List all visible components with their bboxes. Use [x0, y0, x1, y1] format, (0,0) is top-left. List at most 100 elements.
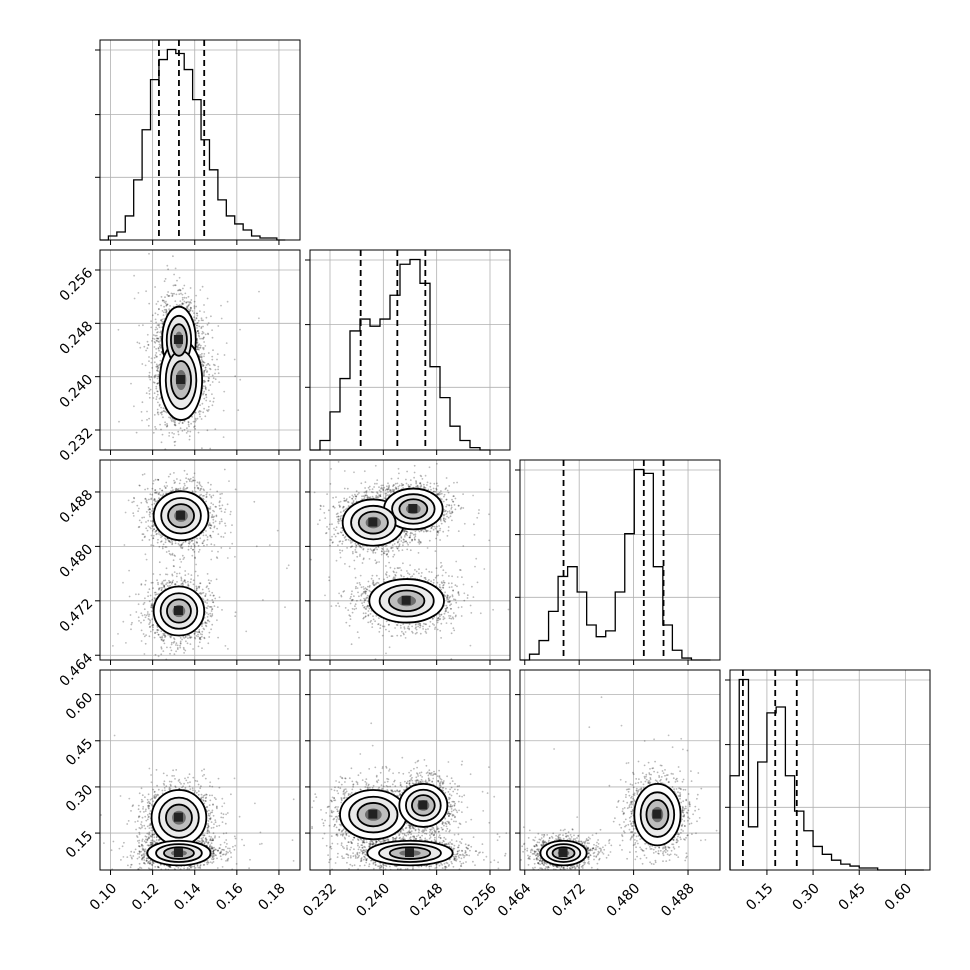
scatter-point: [208, 507, 211, 510]
scatter-point: [205, 493, 208, 496]
scatter-point: [159, 359, 162, 362]
scatter-point: [172, 641, 175, 644]
scatter-point: [216, 527, 219, 530]
scatter-point: [186, 642, 189, 645]
scatter-point: [153, 338, 156, 340]
scatter-point: [220, 535, 223, 538]
scatter-point: [152, 537, 155, 540]
scatter-point: [195, 585, 198, 588]
scatter-point: [155, 374, 157, 376]
scatter-point: [152, 573, 155, 575]
scatter-point: [165, 311, 167, 314]
scatter-point: [186, 486, 189, 489]
scatter-point: [164, 634, 166, 637]
scatter-point: [157, 347, 160, 350]
scatter-point: [151, 520, 154, 523]
scatter-point: [156, 529, 158, 532]
scatter-point: [209, 447, 212, 450]
scatter-point: [209, 400, 212, 402]
scatter-point: [161, 638, 163, 641]
scatter-point: [169, 490, 172, 492]
scatter-point: [224, 508, 227, 511]
scatter-point: [150, 604, 153, 607]
scatter-point: [176, 644, 179, 647]
scatter-point: [208, 367, 211, 370]
scatter-point: [206, 538, 209, 541]
scatter-point: [186, 473, 189, 476]
scatter-point: [179, 644, 181, 647]
scatter-point: [143, 619, 145, 622]
scatter-point: [158, 345, 161, 348]
scatter-point: [154, 328, 157, 331]
scatter-point: [197, 321, 199, 324]
scatter-point: [223, 511, 226, 513]
scatter-point: [157, 401, 159, 404]
scatter-point: [150, 326, 153, 329]
scatter-point: [156, 382, 159, 385]
scatter-point: [136, 504, 139, 507]
scatter-point: [183, 296, 186, 299]
scatter-point: [149, 508, 152, 511]
scatter-point: [165, 567, 168, 570]
scatter-point: [199, 354, 202, 356]
scatter-point: [198, 548, 201, 551]
scatter-point: [164, 421, 167, 424]
scatter-point: [169, 473, 172, 476]
scatter-point: [178, 482, 181, 485]
scatter-point: [148, 360, 150, 362]
scatter-point: [182, 302, 185, 305]
scatter-point: [179, 479, 182, 482]
scatter-point: [154, 531, 157, 533]
scatter-point: [184, 636, 187, 639]
scatter-point: [146, 410, 148, 413]
scatter-point: [135, 431, 138, 434]
scatter-point: [152, 626, 154, 629]
scatter-point: [149, 620, 152, 622]
scatter-point: [207, 409, 210, 411]
histogram-panel-3: [725, 669, 931, 875]
scatter-point: [154, 341, 157, 344]
scatter-point: [162, 493, 165, 496]
scatter-point: [170, 292, 173, 295]
scatter-point: [145, 511, 148, 513]
scatter-point: [209, 534, 212, 537]
scatter-point: [207, 410, 209, 413]
scatter-point: [155, 398, 158, 400]
scatter-point: [152, 431, 155, 434]
scatter-point: [171, 293, 174, 295]
scatter-point: [217, 368, 220, 371]
scatter-point: [180, 544, 183, 546]
scatter-point: [176, 572, 178, 575]
scatter-point: [205, 364, 208, 366]
scatter-point: [155, 529, 158, 532]
scatter-point: [201, 630, 204, 633]
scatter-point: [144, 497, 147, 500]
scatter-point: [203, 336, 205, 339]
scatter-point: [162, 640, 165, 642]
scatter-point: [167, 291, 170, 293]
scatter-point: [211, 358, 214, 361]
scatter-point: [174, 583, 177, 585]
scatter-point: [155, 530, 158, 533]
scatter-point: [150, 361, 153, 364]
scatter-point: [157, 479, 160, 481]
scatter-point: [139, 346, 142, 349]
scatter-point: [199, 633, 202, 635]
scatter-point: [195, 589, 198, 591]
scatter-point: [163, 586, 166, 588]
scatter-point: [202, 364, 205, 366]
scatter-point: [176, 488, 178, 491]
scatter-point: [207, 481, 210, 484]
scatter-point: [174, 419, 177, 422]
scatter-point: [210, 496, 213, 499]
scatter-point: [138, 484, 141, 487]
scatter-point: [205, 496, 208, 498]
scatter-point: [206, 585, 209, 587]
scatter-point: [185, 307, 188, 309]
scatter-point: [148, 390, 151, 392]
scatter-point: [112, 521, 114, 523]
scatter-point: [155, 337, 158, 340]
scatter-point: [143, 601, 146, 604]
scatter-point: [181, 554, 184, 557]
scatter-point: [205, 625, 208, 628]
